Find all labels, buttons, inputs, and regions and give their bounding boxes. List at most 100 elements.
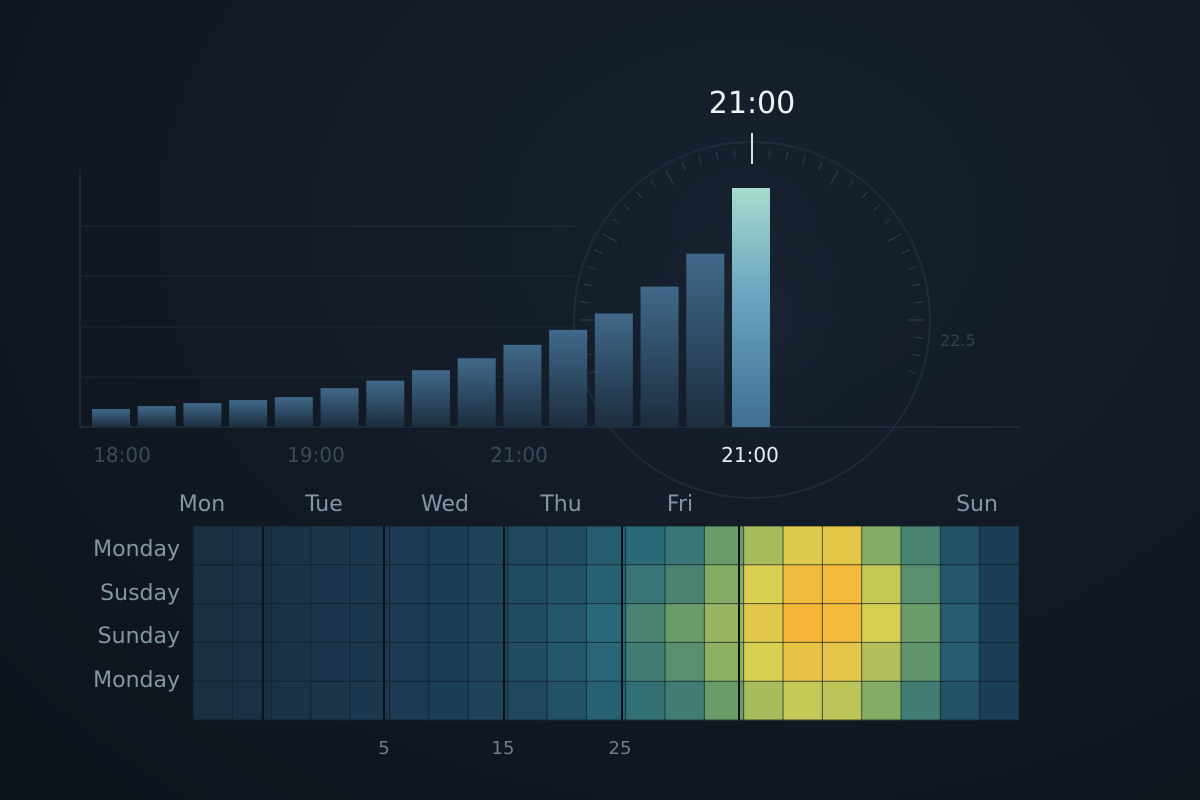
heat-cell [193,526,233,566]
heat-cell [822,526,863,566]
heat-cell [940,642,981,682]
heat-cell [429,603,469,643]
heat-cell [232,681,273,721]
dial-tick [861,191,868,199]
heat-x-tick: 5 [378,738,389,759]
heat-cell [193,603,233,643]
heat-cell [940,526,981,566]
bar [137,406,176,427]
bar [412,370,450,427]
bar [457,358,496,427]
heat-cell [389,681,430,721]
bar [503,344,542,427]
heat-cell [429,681,469,721]
highlight-label: 21:00 [709,86,795,121]
x-tick-label: 21:00 [490,443,548,467]
dial-tick [665,170,675,186]
heat-cell [861,526,902,566]
dial-ticks [580,148,924,374]
heat-cell [311,564,351,605]
heat-col-label: Wed [421,492,469,517]
heat-cell [743,526,784,566]
heat-cell [429,526,469,566]
dial-tick [802,156,806,165]
dial-tick [915,301,924,304]
dial-tick [636,191,643,199]
bar [549,329,588,427]
heat-row-label: Monday [93,668,180,693]
gauge-label: 22.5 [940,331,976,350]
heat-cell [783,603,823,643]
heat-cell [507,564,548,605]
heat-cell [861,642,902,682]
heat-cell [468,603,509,643]
heat-cell [783,642,823,682]
heat-cell [783,681,823,721]
heat-cell [901,603,941,643]
heat-row-label: Susday [100,581,180,606]
bar [594,313,633,427]
x-tick-label: 19:00 [287,443,345,467]
heat-cell [586,603,627,643]
dial-tick [650,180,657,188]
heat-cell [901,526,941,566]
heat-cell [468,526,509,566]
dial-tick [818,162,823,171]
heat-cell [311,681,351,721]
heat-cell [979,681,1020,721]
heat-cell [311,603,351,643]
heat-cell [507,642,548,682]
heat-cell [586,564,627,605]
dial-tick [623,204,631,211]
bar [686,253,725,427]
heat-cell [389,642,430,682]
dial-tick [602,233,618,243]
heat-x-tick: 15 [492,738,515,759]
dial-tick [681,162,686,171]
heat-cell [743,642,784,682]
heat-cell [901,642,941,682]
heat-cell [783,564,823,605]
heat-cell [193,564,233,605]
heat-cell [507,603,548,643]
heat-cell [743,564,784,605]
dial-tick [829,170,839,186]
heat-cell [822,564,863,605]
heat-cell [704,603,745,643]
dial-tick [594,249,603,254]
heatmap-chart: Mon Tue Wed Thu Fri Sun Monday Susday Sunday Mond… [93,492,1020,759]
bar [274,397,313,427]
dial-tick [886,233,902,243]
heat-col-label: Fri [667,492,693,517]
bar [229,400,268,427]
dial-tick [583,283,592,287]
heat-cell [468,642,509,682]
heat-cell [586,642,627,682]
dial-tick [847,180,854,188]
heat-cell [271,564,312,605]
heat-cell [468,564,509,605]
bar [92,409,130,427]
dial-tick [907,370,916,374]
heat-cell [861,564,902,605]
dial-tick [901,249,910,254]
x-tick-label-active: 21:00 [721,443,779,467]
heat-cell [232,526,273,566]
heat-cell [743,603,784,643]
heat-cell [547,564,587,605]
heat-cell [232,642,273,682]
bar-highlight [732,188,770,427]
bar [366,380,405,427]
dial-tick [907,266,916,270]
heat-cell [547,681,587,721]
dial-tick [884,218,892,225]
dial-tick [733,148,736,157]
heat-cell [665,681,705,721]
bar [320,388,359,427]
heat-cell [665,526,705,566]
heat-cell [547,642,587,682]
heat-cell [822,603,863,643]
heat-cell [979,603,1020,643]
